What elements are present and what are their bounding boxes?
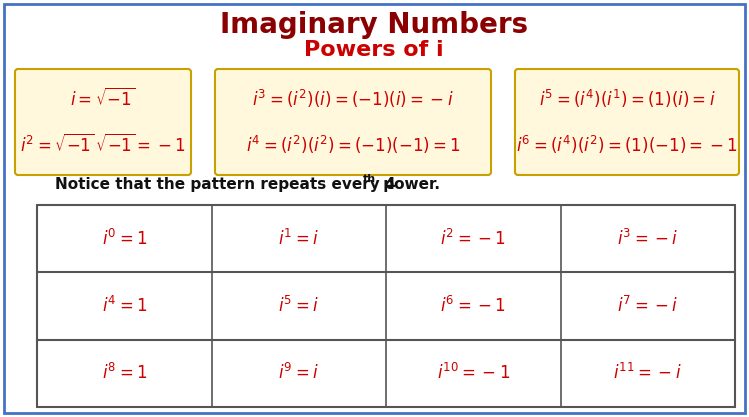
FancyBboxPatch shape [215, 69, 491, 175]
Bar [37, 205, 735, 407]
Text: $i^1 = i$: $i^1 = i$ [279, 229, 319, 249]
Text: $i^{11} = -i$: $i^{11} = -i$ [613, 363, 682, 383]
Text: $i^2 = \sqrt{-1}\,\sqrt{-1} = -1$: $i^2 = \sqrt{-1}\,\sqrt{-1} = -1$ [20, 134, 186, 156]
Text: $i^5 = (i^4)(i^1) = (1)(i) = i$: $i^5 = (i^4)(i^1) = (1)(i) = i$ [539, 88, 715, 110]
Text: $i^2 = -1$: $i^2 = -1$ [440, 229, 506, 249]
Text: $i^0 = 1$: $i^0 = 1$ [102, 229, 147, 249]
Text: Powers of i: Powers of i [304, 40, 444, 60]
Text: $i^8 = 1$: $i^8 = 1$ [102, 363, 147, 383]
Text: $i = \sqrt{-1}$: $i = \sqrt{-1}$ [70, 88, 136, 110]
Text: $i^4 = 1$: $i^4 = 1$ [102, 296, 147, 316]
Text: Notice that the pattern repeats every 4: Notice that the pattern repeats every 4 [55, 177, 395, 192]
Text: power.: power. [378, 177, 440, 192]
Text: $i^9 = i$: $i^9 = i$ [279, 363, 319, 383]
Text: $i^3 = -i$: $i^3 = -i$ [617, 229, 679, 249]
Text: $i^3 = (i^2)(i) = (-1)(i) = -i$: $i^3 = (i^2)(i) = (-1)(i) = -i$ [252, 88, 454, 110]
Text: $i^{10} = -1$: $i^{10} = -1$ [437, 363, 510, 383]
Text: Imaginary Numbers: Imaginary Numbers [220, 11, 528, 39]
FancyBboxPatch shape [15, 69, 191, 175]
Text: $i^5 = i$: $i^5 = i$ [279, 296, 319, 316]
Text: th: th [363, 174, 376, 184]
Text: $i^7 = -i$: $i^7 = -i$ [617, 296, 679, 316]
Text: $i^6 = -1$: $i^6 = -1$ [440, 296, 506, 316]
Text: $i^4 = (i^2)(i^2) = (-1)(-1) = 1$: $i^4 = (i^2)(i^2) = (-1)(-1) = 1$ [246, 134, 461, 156]
FancyBboxPatch shape [515, 69, 739, 175]
Text: $i^6 = (i^4)(i^2) = (1)(-1) = -1$: $i^6 = (i^4)(i^2) = (1)(-1) = -1$ [516, 134, 738, 156]
